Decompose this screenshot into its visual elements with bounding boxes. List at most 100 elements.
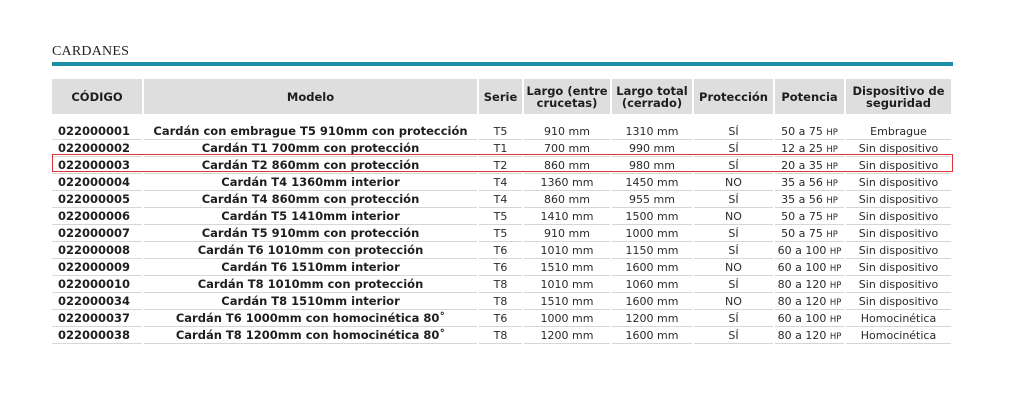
hp-unit: HP bbox=[826, 161, 838, 172]
hp-unit: HP bbox=[829, 331, 842, 342]
header-largo-crucetas: Largo (entre crucetas) bbox=[524, 79, 610, 114]
table-row: 022000038 Cardán T8 1200mm con homocinéti… bbox=[52, 327, 951, 344]
cell-serie: T6 bbox=[479, 242, 522, 259]
cell-largo-total: 1000 mm bbox=[612, 225, 692, 242]
hp-unit: HP bbox=[826, 178, 838, 189]
cell-modelo: Cardán T5 910mm con protección bbox=[144, 225, 477, 242]
section-title: CARDANES bbox=[52, 44, 130, 59]
hp-unit: HP bbox=[826, 144, 838, 155]
cell-dispositivo: Sin dispositivo bbox=[846, 140, 951, 157]
cell-proteccion: NO bbox=[694, 174, 773, 191]
potencia-value: 80 a 120 bbox=[777, 277, 827, 291]
cell-largo-total: 1200 mm bbox=[612, 310, 692, 327]
table-row: 022000004 Cardán T4 1360mm interior T4 1360… bbox=[52, 174, 951, 191]
cell-proteccion: SÍ bbox=[694, 242, 773, 259]
hp-unit: HP bbox=[829, 280, 842, 291]
cell-largo-total: 990 mm bbox=[612, 140, 692, 157]
header-largo-total: Largo total (cerrado) bbox=[612, 79, 692, 114]
cell-largo-crucetas: 1510 mm bbox=[524, 259, 610, 276]
cell-largo-crucetas: 860 mm bbox=[524, 157, 610, 174]
cell-codigo: 022000006 bbox=[52, 208, 142, 225]
potencia-value: 20 a 35 bbox=[781, 158, 823, 172]
cell-modelo: Cardán T1 700mm con protección bbox=[144, 140, 477, 157]
potencia-value: 35 a 56 bbox=[781, 192, 823, 206]
cell-largo-total: 1060 mm bbox=[612, 276, 692, 293]
cell-proteccion: SÍ bbox=[694, 140, 773, 157]
cell-modelo: Cardán T4 860mm con protección bbox=[144, 191, 477, 208]
cell-dispositivo: Homocinética bbox=[846, 327, 951, 344]
cell-modelo: Cardán T6 1010mm con protección bbox=[144, 242, 477, 259]
table-row: 022000005 Cardán T4 860mm con protección T… bbox=[52, 191, 951, 208]
hp-unit: HP bbox=[826, 212, 838, 223]
cell-serie: T2 bbox=[479, 157, 522, 174]
cell-modelo: Cardán T5 1410mm interior bbox=[144, 208, 477, 225]
cell-potencia: 35 a 56 HP bbox=[775, 191, 844, 208]
cell-proteccion: NO bbox=[694, 259, 773, 276]
cell-codigo: 022000002 bbox=[52, 140, 142, 157]
cell-dispositivo: Sin dispositivo bbox=[846, 293, 951, 310]
potencia-value: 50 a 75 bbox=[781, 209, 823, 223]
header-modelo: Modelo bbox=[144, 79, 477, 114]
cell-proteccion: SÍ bbox=[694, 276, 773, 293]
cell-proteccion: NO bbox=[694, 208, 773, 225]
table-row: 022000037 Cardán T6 1000mm con homocinéti… bbox=[52, 310, 951, 327]
cell-dispositivo: Sin dispositivo bbox=[846, 191, 951, 208]
cell-largo-crucetas: 860 mm bbox=[524, 191, 610, 208]
cell-codigo: 022000034 bbox=[52, 293, 142, 310]
cell-serie: T6 bbox=[479, 259, 522, 276]
cell-serie: T5 bbox=[479, 225, 522, 242]
cell-codigo: 022000005 bbox=[52, 191, 142, 208]
cell-serie: T5 bbox=[479, 208, 522, 225]
cell-potencia: 50 a 75 HP bbox=[775, 208, 844, 225]
cell-largo-crucetas: 1410 mm bbox=[524, 208, 610, 225]
cell-proteccion: SÍ bbox=[694, 225, 773, 242]
header-serie: Serie bbox=[479, 79, 522, 114]
cell-dispositivo: Sin dispositivo bbox=[846, 259, 951, 276]
cell-dispositivo: Homocinética bbox=[846, 310, 951, 327]
cell-largo-crucetas: 1000 mm bbox=[524, 310, 610, 327]
hp-unit: HP bbox=[829, 246, 842, 257]
cell-serie: T8 bbox=[479, 327, 522, 344]
cell-dispositivo: Sin dispositivo bbox=[846, 276, 951, 293]
potencia-value: 60 a 100 bbox=[777, 311, 827, 325]
potencia-value: 80 a 120 bbox=[777, 294, 827, 308]
cell-serie: T4 bbox=[479, 191, 522, 208]
potencia-value: 50 a 75 bbox=[781, 226, 823, 240]
table-row: 022000008 Cardán T6 1010mm con protección… bbox=[52, 242, 951, 259]
cell-largo-crucetas: 1360 mm bbox=[524, 174, 610, 191]
potencia-value: 50 a 75 bbox=[781, 124, 823, 138]
cell-codigo: 022000038 bbox=[52, 327, 142, 344]
cell-modelo: Cardán T8 1010mm con protección bbox=[144, 276, 477, 293]
cell-potencia: 80 a 120 HP bbox=[775, 293, 844, 310]
cell-largo-total: 1500 mm bbox=[612, 208, 692, 225]
hp-unit: HP bbox=[826, 195, 838, 206]
table-row: 022000007 Cardán T5 910mm con protección T… bbox=[52, 225, 951, 242]
cell-modelo: Cardán T4 1360mm interior bbox=[144, 174, 477, 191]
cell-potencia: 20 a 35 HP bbox=[775, 157, 844, 174]
header-codigo: CÓDIGO bbox=[52, 79, 142, 114]
cell-codigo: 022000001 bbox=[52, 123, 142, 140]
cell-proteccion: SÍ bbox=[694, 123, 773, 140]
cell-proteccion: SÍ bbox=[694, 310, 773, 327]
cell-codigo: 022000037 bbox=[52, 310, 142, 327]
header-potencia: Potencia bbox=[775, 79, 844, 114]
cell-dispositivo: Sin dispositivo bbox=[846, 208, 951, 225]
cell-modelo: Cardán T6 1510mm interior bbox=[144, 259, 477, 276]
cell-largo-total: 1600 mm bbox=[612, 327, 692, 344]
cell-codigo: 022000008 bbox=[52, 242, 142, 259]
cell-codigo: 022000003 bbox=[52, 157, 142, 174]
header-dispositivo: Dispositivo de seguridad bbox=[846, 79, 951, 114]
header-proteccion: Protección bbox=[694, 79, 773, 114]
table-header-row: CÓDIGO Modelo Serie Largo (entre cruceta… bbox=[52, 79, 951, 114]
cell-dispositivo: Embrague bbox=[846, 123, 951, 140]
cell-proteccion: SÍ bbox=[694, 157, 773, 174]
table-row: 022000003 Cardán T2 860mm con protección T… bbox=[52, 157, 951, 174]
cell-proteccion: NO bbox=[694, 293, 773, 310]
cell-modelo: Cardán con embrague T5 910mm con protecc… bbox=[144, 123, 477, 140]
cell-potencia: 35 a 56 HP bbox=[775, 174, 844, 191]
hp-unit: HP bbox=[829, 263, 842, 274]
cell-serie: T4 bbox=[479, 174, 522, 191]
cell-potencia: 60 a 100 HP bbox=[775, 310, 844, 327]
cell-dispositivo: Sin dispositivo bbox=[846, 157, 951, 174]
cell-largo-total: 1450 mm bbox=[612, 174, 692, 191]
